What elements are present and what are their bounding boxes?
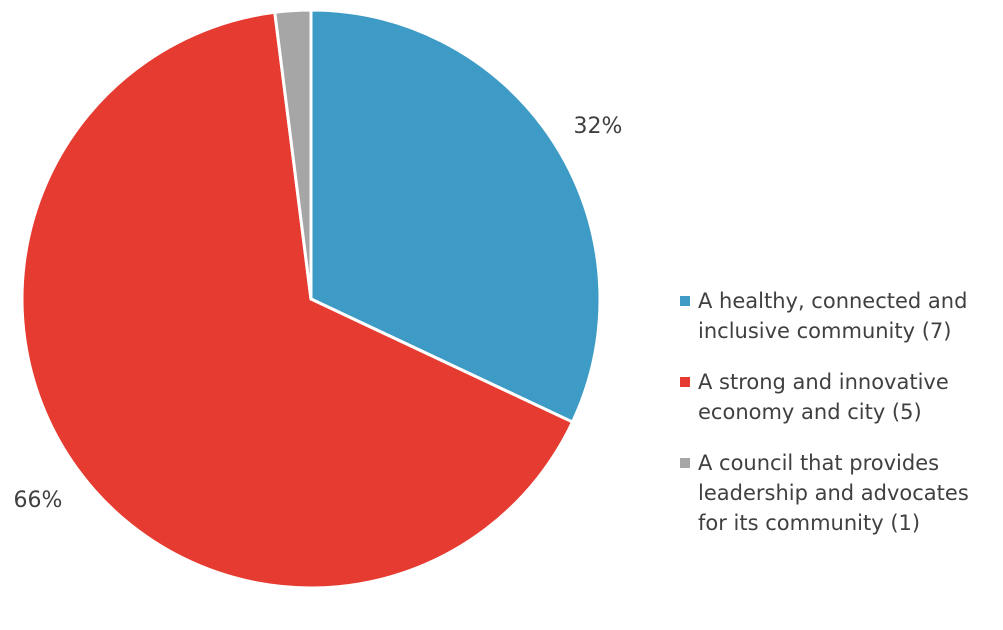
legend-item-strong-economy: A strong and innovative economy and city…: [680, 367, 1000, 427]
legend-text-line-2: inclusive community (7): [698, 319, 952, 343]
legend-swatch-strong-economy: [680, 377, 690, 387]
legend-text-line-2: economy and city (5): [698, 400, 922, 424]
legend-text-line-2: leadership and advocates: [698, 481, 969, 505]
pie-slice-1: [309, 8, 602, 424]
legend-item-council-leadership: A council that provides leadership and a…: [680, 448, 1000, 538]
pie-data-label-2: 66%: [14, 488, 63, 513]
legend-item-healthy-community: A healthy, connected and inclusive commu…: [680, 286, 1000, 346]
pie-slice-2: [20, 10, 574, 590]
pie-data-label-1: 32%: [574, 114, 623, 139]
legend-text-line-1: A council that provides: [698, 451, 940, 475]
legend-swatch-council-leadership: [680, 458, 690, 468]
legend-text-line-3: for its community (1): [698, 511, 921, 535]
legend-text-line-1: A healthy, connected and: [698, 289, 968, 313]
pie-data-labels: 32% 66%: [14, 114, 623, 513]
pie-slice-3: [273, 8, 313, 301]
legend-swatch-healthy-community: [680, 296, 690, 306]
chart-legend: A healthy, connected and inclusive commu…: [680, 286, 1000, 538]
legend-text-line-1: A strong and innovative: [698, 370, 949, 394]
pie-slices: [20, 8, 602, 590]
